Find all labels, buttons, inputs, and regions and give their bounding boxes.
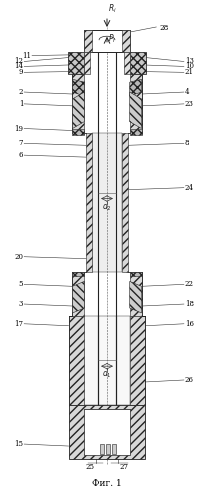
Bar: [124, 51, 130, 74]
Polygon shape: [73, 281, 84, 313]
Bar: [112, 444, 116, 454]
Text: 20: 20: [14, 252, 23, 260]
Text: $P_i$: $P_i$: [108, 32, 117, 45]
Bar: [73, 271, 84, 316]
Polygon shape: [130, 79, 141, 96]
Bar: [86, 133, 92, 271]
Text: 3: 3: [19, 300, 23, 308]
Bar: [130, 74, 141, 133]
Text: 2: 2: [19, 88, 23, 96]
Bar: [130, 316, 146, 405]
Text: 26: 26: [185, 376, 194, 384]
Bar: [122, 30, 130, 51]
Text: 24: 24: [185, 184, 194, 192]
Text: 22: 22: [185, 280, 194, 288]
Text: 19: 19: [14, 125, 23, 133]
Text: 27: 27: [119, 463, 128, 471]
Polygon shape: [130, 271, 141, 276]
Text: 18: 18: [185, 300, 194, 308]
Text: 12: 12: [14, 57, 23, 65]
Text: 4: 4: [185, 88, 189, 96]
Polygon shape: [73, 92, 84, 129]
Text: 23: 23: [185, 100, 194, 108]
Polygon shape: [73, 129, 84, 135]
Text: 8: 8: [185, 139, 189, 147]
Polygon shape: [73, 79, 84, 96]
Bar: [106, 444, 110, 454]
Text: 9: 9: [19, 68, 23, 76]
Bar: [92, 133, 122, 271]
Text: 16: 16: [185, 320, 194, 328]
Polygon shape: [130, 281, 141, 313]
Bar: [130, 271, 141, 316]
Text: $R_i$: $R_i$: [108, 2, 117, 15]
Text: 10: 10: [185, 62, 194, 70]
Text: 7: 7: [19, 139, 23, 147]
Bar: [84, 51, 90, 74]
Text: $d_1$: $d_1$: [102, 368, 112, 380]
Bar: [68, 405, 146, 459]
Bar: [68, 316, 84, 405]
Text: Фиг. 1: Фиг. 1: [92, 479, 122, 488]
Polygon shape: [130, 92, 141, 129]
Text: 25: 25: [86, 463, 95, 471]
Text: 5: 5: [19, 280, 23, 288]
Text: 17: 17: [14, 320, 23, 328]
Bar: [122, 133, 128, 271]
Bar: [84, 409, 130, 455]
Text: 11: 11: [22, 51, 31, 59]
Polygon shape: [130, 129, 141, 135]
Text: 28: 28: [159, 24, 168, 32]
Bar: [84, 30, 130, 51]
Bar: [130, 51, 146, 74]
Bar: [73, 74, 84, 133]
Text: 15: 15: [14, 440, 23, 448]
Text: 14: 14: [14, 62, 23, 70]
Text: 6: 6: [19, 151, 23, 159]
Bar: [68, 51, 84, 74]
Polygon shape: [73, 271, 84, 276]
Text: 21: 21: [185, 68, 194, 76]
Bar: [100, 444, 104, 454]
Text: 13: 13: [185, 57, 194, 65]
Bar: [84, 316, 130, 405]
Text: 1: 1: [19, 100, 23, 108]
Text: $d_2$: $d_2$: [102, 200, 112, 213]
Bar: [84, 30, 92, 51]
